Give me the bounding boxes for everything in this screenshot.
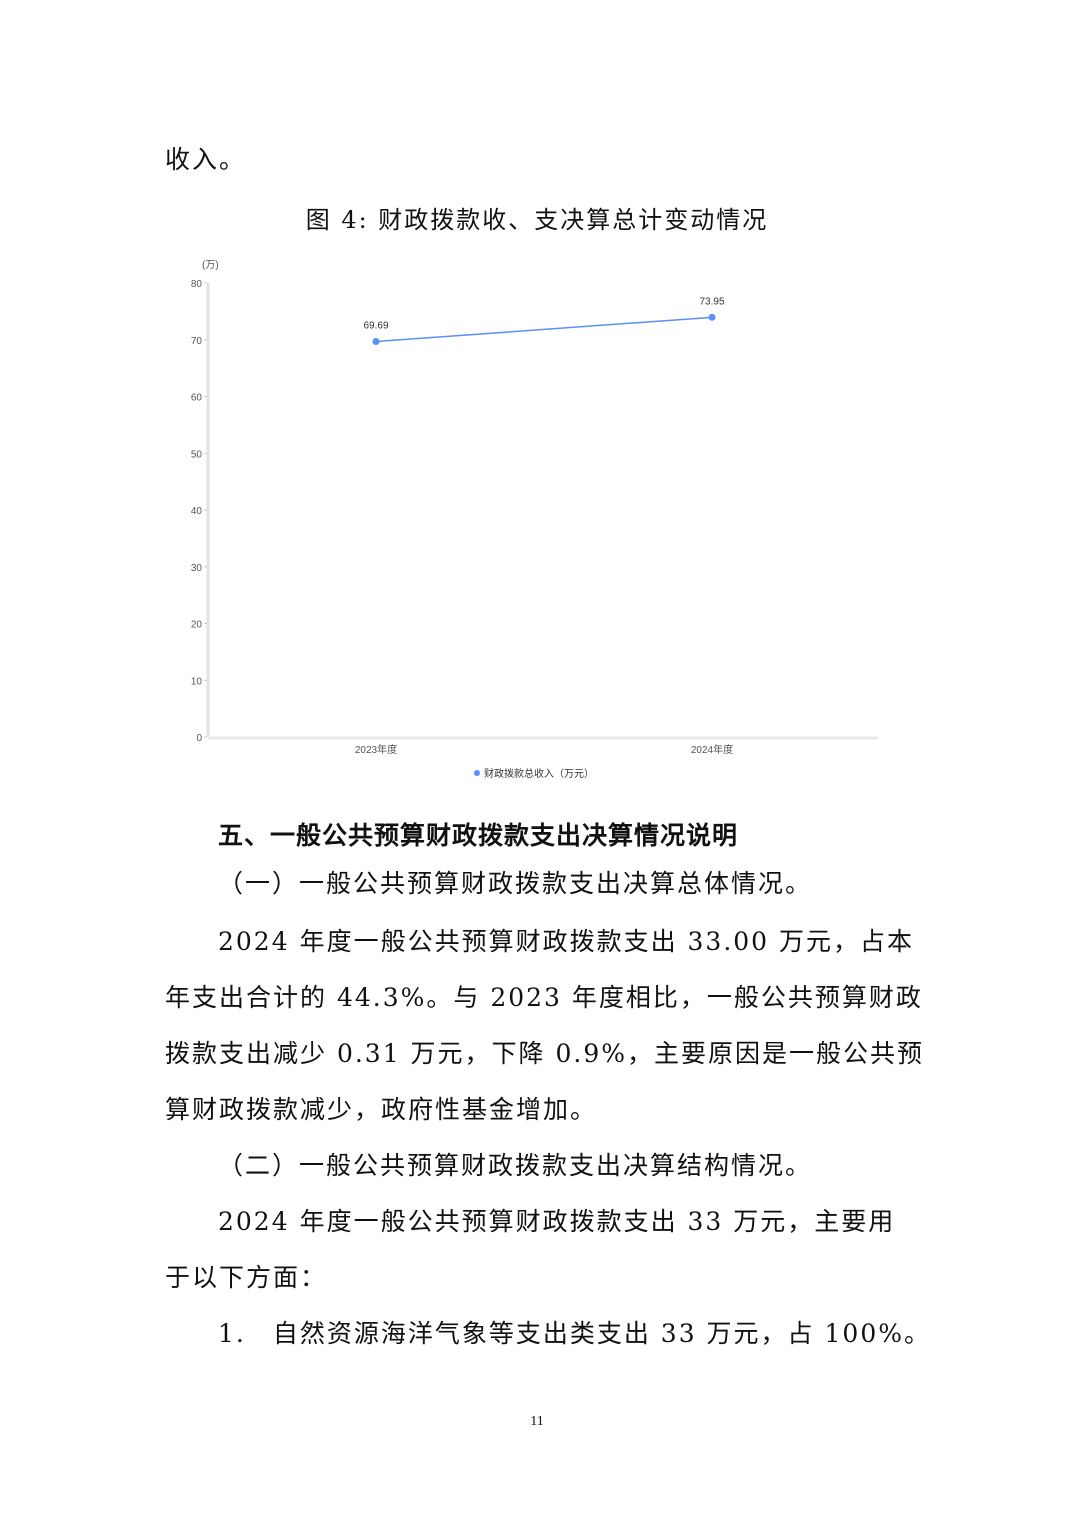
figure-caption: 图 4: 财政拨款收、支决算总计变动情况 [305,206,769,234]
legend-label: 财政拨款总收入（万元） [484,767,594,780]
data-point [708,313,716,321]
list-item-1: 1. 自然资源海洋气象等支出类支出 33 万元，占 100%。 [218,1319,931,1348]
data-label: 73.95 [699,296,724,307]
y-tick-label: 40 [191,506,203,517]
line-chart: (万) 0 10 20 30 40 50 60 70 80 2023年度 2024年度 69.69 73.… [191,260,878,780]
subheading-1: （一）一般公共预算财政拨款支出决算总体情况。 [218,869,813,898]
subheading-2: （二）一般公共预算财政拨款支出决算结构情况。 [218,1151,813,1180]
y-tick-label: 30 [191,563,203,574]
data-label: 69.69 [363,321,388,332]
y-tick-label: 20 [191,620,203,631]
legend-marker [474,770,480,776]
y-unit-label: (万) [202,260,219,271]
lead-line: 收入。 [165,145,247,174]
y-tick-label: 50 [191,449,203,460]
series-line [375,316,713,343]
paragraph-1-line-3: 拨款支出减少 0.31 万元，下降 0.9%，主要原因是一般公共预 [165,1039,925,1068]
page-number: 11 [530,1414,544,1429]
y-tick-label: 60 [191,393,203,404]
paragraph-1-line-2: 年支出合计的 44.3%。与 2023 年度相比，一般公共预算财政 [165,983,923,1012]
paragraph-1-line-4: 算财政拨款减少，政府性基金增加。 [165,1095,598,1124]
data-point [372,338,380,346]
paragraph-2-line-2: 于以下方面： [165,1263,328,1292]
paragraph-2-line-1: 2024 年度一般公共预算财政拨款支出 33 万元，主要用 [218,1207,896,1236]
y-tick-label: 70 [191,336,203,347]
x-tick-label: 2023年度 [355,743,397,756]
y-tick-label: 0 [196,733,202,744]
y-tick-label: 10 [191,676,203,687]
x-tick-label: 2024年度 [691,743,733,756]
paragraph-1-line-1: 2024 年度一般公共预算财政拨款支出 33.00 万元，占本 [218,927,915,956]
y-tick-label: 80 [191,279,203,290]
section-heading: 五、一般公共预算财政拨款支出决算情况说明 [218,821,739,850]
